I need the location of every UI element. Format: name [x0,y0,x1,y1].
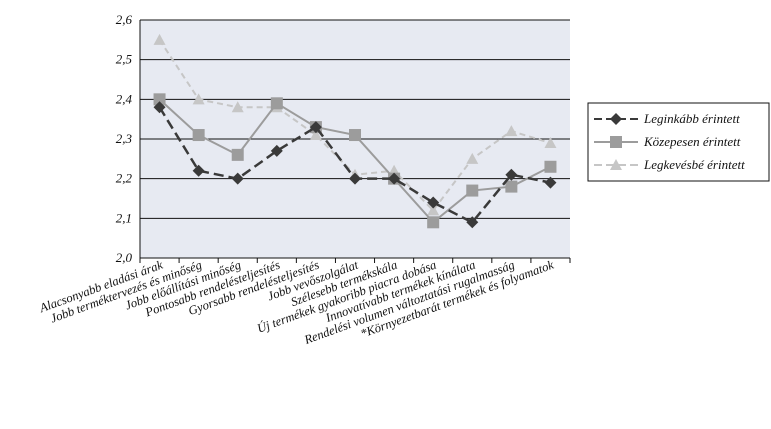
data-point [153,93,166,106]
data-point [231,148,244,161]
data-point [388,172,401,185]
data-point [610,113,622,125]
y-tick-label: 2,6 [116,12,133,27]
legend-entry: Leginkább érintett [594,111,740,126]
series-1 [153,93,557,229]
y-tick-label: 2,5 [116,52,133,67]
data-point [466,216,479,229]
axes [139,20,571,263]
data-point [231,172,244,185]
data-point [349,129,361,142]
y-tick-label: 2,3 [116,131,133,146]
data-point [270,144,283,157]
data-point [153,33,166,45]
y-tick-label: 2,0 [116,250,133,265]
data-point [309,121,322,134]
y-tick-label: 2,1 [116,210,132,225]
data-point [231,101,244,113]
data-point [610,159,622,170]
y-tick-labels: 2,0 2,1 2,2 2,3 2,4 2,5 2,6 [116,12,133,265]
data-point [153,101,166,114]
data-point [466,152,479,164]
legend-entry: Közepesen érintett [594,134,741,149]
data-point [309,129,322,141]
data-point [349,172,361,185]
data-point [192,129,205,142]
data-point [192,164,205,177]
data-point [610,136,622,148]
y-tick-label: 2,2 [116,171,133,186]
data-point [466,184,479,197]
data-point [427,204,440,216]
legend-label: Közepesen érintett [643,134,741,149]
data-point [270,97,283,110]
legend-entry: Legkevésbé érintett [594,157,745,172]
data-point [505,168,518,181]
y-tick-label: 2,4 [116,91,133,106]
data-point [192,93,205,105]
data-point [505,125,518,137]
legend-label: Leginkább érintett [643,111,740,126]
data-point [544,136,557,148]
series-lines [153,33,557,229]
series-0 [153,101,557,229]
data-point [427,196,440,209]
data-point [544,176,557,189]
data-point [505,180,518,193]
legend: Leginkább érintett Közepesen érintett Legk… [587,102,770,182]
legend-label: Legkevésbé érintett [643,157,745,172]
data-point [544,160,557,173]
data-point [427,216,440,229]
